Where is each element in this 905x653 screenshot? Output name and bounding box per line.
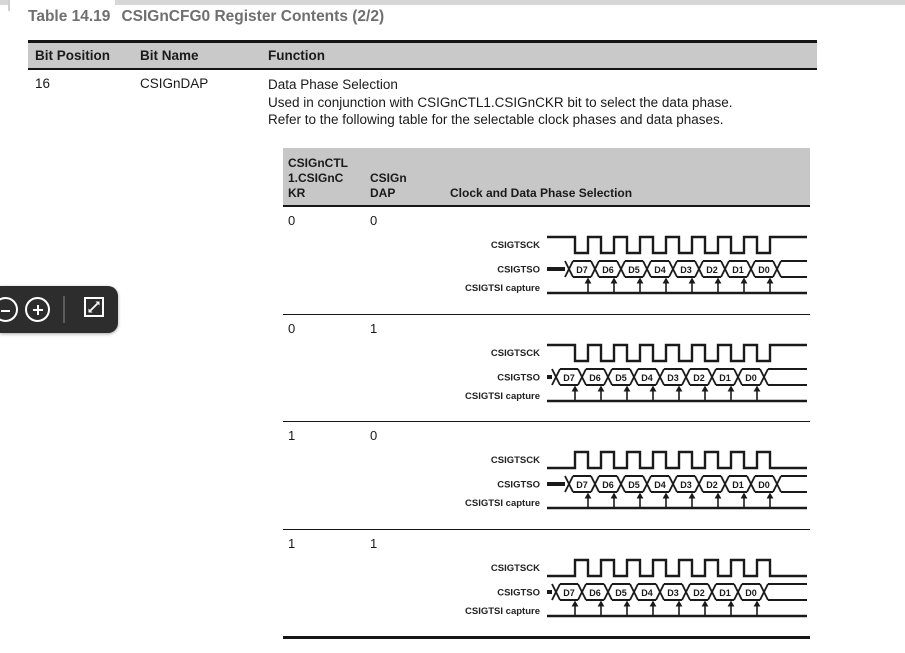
pdf-viewer-zoom-toolbar (0, 286, 118, 333)
svg-text:CSIGTSO: CSIGTSO (497, 265, 540, 276)
column-header-phase-selection: Clock and Data Phase Selection (450, 186, 633, 200)
column-header-bit-position: Bit Position (35, 48, 110, 63)
minus-icon (1, 309, 10, 312)
svg-text:D3: D3 (680, 265, 692, 275)
function-line: Data Phase Selection (268, 77, 398, 92)
svg-text:CSIGTSCK: CSIGTSCK (491, 240, 540, 251)
ckr-value: 1 (288, 535, 296, 551)
svg-text:D4: D4 (654, 265, 666, 275)
svg-text:D2: D2 (693, 588, 705, 598)
fit-page-button[interactable] (84, 297, 104, 317)
timing-diagram: CSIGTSCK CSIGTSO CSIGTSI capture D7 D6 D5 D4 D3… (430, 554, 810, 622)
svg-text:CSIGTSI capture: CSIGTSI capture (465, 498, 540, 509)
column-header-bit-name: Bit Name (140, 48, 199, 63)
svg-text:D2: D2 (706, 265, 718, 275)
svg-text:D1: D1 (732, 480, 744, 490)
table-number: Table 14.19 (28, 8, 111, 25)
column-header-dap: CSIGn DAP (370, 171, 407, 200)
phase-table-header: CSIGnCTL 1.CSIGnC KR CSIGn DAP Clock and… (283, 148, 810, 207)
svg-text:CSIGTSO: CSIGTSO (497, 480, 540, 491)
svg-text:D0: D0 (758, 265, 770, 275)
svg-text:D6: D6 (589, 373, 601, 383)
svg-text:D5: D5 (615, 588, 627, 598)
svg-text:D7: D7 (576, 480, 588, 490)
timing-diagram: CSIGTSCK CSIGTSO CSIGTSI capture D7 D6 D5 D4 D3… (430, 446, 810, 514)
svg-text:D2: D2 (706, 480, 718, 490)
dap-value: 0 (370, 428, 378, 443)
top-chrome-tick (8, 0, 10, 11)
register-table-row: 16 CSIGnDAP Data Phase Selection Used in… (28, 76, 817, 129)
bit-name-value: CSIGnDAP (140, 76, 209, 91)
svg-text:D5: D5 (628, 265, 640, 275)
svg-text:D6: D6 (602, 480, 614, 490)
zoom-in-button[interactable] (25, 297, 50, 322)
svg-text:D4: D4 (654, 480, 666, 490)
svg-text:D3: D3 (680, 480, 692, 490)
fit-page-icon (84, 297, 104, 317)
svg-text:D2: D2 (693, 373, 705, 383)
dap-value: 0 (370, 213, 378, 228)
svg-text:D0: D0 (745, 373, 757, 383)
timing-diagram: CSIGTSCK CSIGTSO CSIGTSI capture D7 D6 D5 D4 D3… (430, 339, 810, 407)
svg-text:CSIGTSO: CSIGTSO (497, 372, 540, 383)
column-header-ckr: CSIGnCTL 1.CSIGnC KR (288, 156, 348, 200)
svg-text:D3: D3 (667, 373, 679, 383)
phase-row: 0 0 CSIGTSCK CSIGTSO CSIGTSI capture D7 D6 D5… (283, 207, 810, 315)
svg-text:D1: D1 (719, 588, 731, 598)
svg-text:D7: D7 (563, 373, 575, 383)
svg-text:CSIGTSCK: CSIGTSCK (491, 455, 540, 466)
phase-row: 1 1 CSIGTSCK CSIGTSO CSIGTSI capture D7 D6 D5… (283, 530, 810, 636)
ckr-value: 1 (288, 428, 296, 443)
ckr-value: 0 (288, 213, 296, 228)
timing-diagram: CSIGTSCK CSIGTSO CSIGTSI capture D7 D6 D5 D4 D3… (430, 231, 810, 299)
table-caption: CSIGnCFG0 Register Contents (2/2) (121, 8, 385, 25)
top-chrome-strip (0, 0, 905, 5)
svg-text:CSIGTSCK: CSIGTSCK (491, 348, 540, 359)
svg-text:D7: D7 (576, 265, 588, 275)
svg-text:D6: D6 (602, 265, 614, 275)
svg-text:CSIGTSI capture: CSIGTSI capture (465, 606, 540, 617)
svg-text:CSIGTSCK: CSIGTSCK (491, 563, 540, 574)
svg-text:D5: D5 (615, 373, 627, 383)
svg-text:CSIGTSO: CSIGTSO (497, 587, 540, 598)
phase-selection-table: CSIGnCTL 1.CSIGnC KR CSIGn DAP Clock and… (283, 148, 810, 639)
svg-text:D4: D4 (641, 373, 653, 383)
phase-row: 1 0 CSIGTSCK CSIGTSO CSIGTSI capture D7 D6 D5… (283, 422, 810, 530)
svg-text:D1: D1 (732, 265, 744, 275)
phase-row: 0 1 CSIGTSCK CSIGTSO CSIGTSI capture D7 D6 D5… (283, 315, 810, 422)
svg-text:D7: D7 (563, 588, 575, 598)
function-line: Used in conjunction with CSIGnCTL1.CSIGn… (268, 94, 733, 110)
toolbar-divider (63, 296, 65, 323)
svg-text:D6: D6 (589, 588, 601, 598)
svg-text:D0: D0 (745, 588, 757, 598)
column-header-function: Function (268, 48, 325, 63)
function-line: Refer to the following table for the sel… (268, 112, 724, 127)
function-description: Data Phase Selection Used in conjunction… (268, 76, 817, 129)
top-chrome-gap (9, 0, 115, 5)
register-table-header: Bit Position Bit Name Function (28, 40, 817, 70)
svg-text:CSIGTSI capture: CSIGTSI capture (465, 283, 540, 294)
svg-text:D1: D1 (719, 373, 731, 383)
svg-text:D3: D3 (667, 588, 679, 598)
svg-text:D4: D4 (641, 588, 653, 598)
svg-text:D5: D5 (628, 480, 640, 490)
svg-text:CSIGTSI capture: CSIGTSI capture (465, 391, 540, 402)
page-title: Table 14.19 CSIGnCFG0 Register Contents (… (28, 8, 384, 26)
zoom-out-button[interactable] (0, 297, 18, 322)
dap-value: 1 (370, 535, 378, 551)
dap-value: 1 (370, 320, 378, 336)
bit-position-value: 16 (35, 76, 51, 91)
ckr-value: 0 (288, 320, 296, 336)
svg-text:D0: D0 (758, 480, 770, 490)
